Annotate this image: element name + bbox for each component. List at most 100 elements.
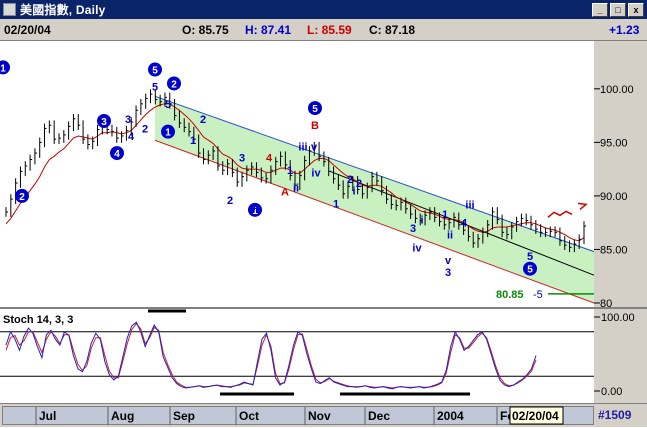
wave-circle-label: 4 [114,149,120,160]
month-label: Oct [239,409,259,423]
cursor-date-box [509,406,564,425]
open-value: O: 85.75 [182,23,229,37]
chart-area[interactable]: 80 85.00 90.00 95.00 100.00 80.85 -5 Stoch 14,… [0,41,647,403]
wave-circle-marker [248,202,262,217]
bar-count: #1509 [598,408,632,422]
month-label: Dec [368,409,390,423]
target-value: 80.85 [496,289,524,301]
wave-label: iii [298,142,307,154]
title-bar: 美國指數, Daily _ □ x [0,0,647,19]
wave-circle-marker [167,76,181,91]
time-axis: JulAugSepOctNovDec2004Feb02/20/04 [35,406,564,425]
wave-circle-marker [148,62,162,77]
wave-label: 1 [287,165,293,177]
wave-circle-label: 1 [252,206,258,217]
channel-mid-line [329,170,595,276]
time-axis-bar: JulAugSepOctNovDec2004Feb02/20/04 #1509 [0,403,647,427]
month-label: 2004 [437,409,464,423]
wave-label: ii [447,229,453,241]
wave-label: iii [465,199,474,211]
stoch-panel-bg [0,309,594,403]
wave-circle-label: 5 [312,104,318,115]
wave-circle-label: 5 [527,265,533,276]
wave-label: 2 [227,195,233,207]
wave-label: 4 [250,202,257,214]
wave-label: B [311,120,319,132]
price-tick-label: 85.00 [600,244,628,256]
wave-label: ii [293,182,299,194]
wave-label: 5 [527,251,533,263]
wave-label: 2 [356,178,362,190]
wave-label: 2 [347,174,353,186]
stoch-axis-panel [594,309,647,403]
app-icon[interactable] [3,3,16,16]
window-controls: _ □ x [592,2,644,17]
wave-circle-marker [0,60,10,75]
wave-circle-marker [15,188,29,203]
quote-info-bar: 02/20/04 O: 85.75 H: 87.41 L: 85.59 C: 8… [0,19,647,41]
wave-label: 4 [461,218,468,230]
wave-circle-marker [308,101,322,116]
stoch-d-line [5,322,537,389]
wave-label: 2 [200,114,206,126]
close-value: C: 87.18 [369,23,416,37]
wave-circle-label: 5 [152,66,158,77]
wave-label: 5 [152,82,158,94]
maximize-button[interactable]: □ [610,2,626,17]
quote-date: 02/20/04 [4,23,51,37]
wave-label: 3 [445,267,451,279]
minimize-button[interactable]: _ [592,2,608,17]
wave-circle-label: 1 [165,128,171,139]
price-tick-label: 90.00 [600,191,628,203]
month-label: Nov [308,409,331,423]
time-scrollbar[interactable] [2,406,594,425]
window-title: 美國指數, Daily [20,3,106,17]
wave-label: 3 [125,114,131,126]
stoch-tick-label: 0.00 [601,386,622,398]
price-tick-label: 95.00 [600,137,628,149]
wave-label: 2 [142,123,148,135]
wave-label: A [281,187,289,199]
month-label: Sep [173,409,195,423]
projection-arrowhead [577,202,588,210]
channel-lower-line [154,139,595,304]
price-tick-label: 80 [600,298,612,310]
wave-circle-marker [161,124,175,139]
wave-circle-label: 2 [171,79,177,90]
wave-label: 1 [333,198,339,210]
wave-label: i [352,186,355,198]
wave-label: iv [311,167,321,179]
wave-circle-label: 1 [0,63,6,74]
wave-circle-label: 2 [19,192,25,203]
wave-label: 5 [165,99,171,111]
high-value: H: 87.41 [245,23,292,37]
month-label: Aug [111,409,134,423]
wave-label: i [420,214,423,226]
cursor-date-label: 02/20/04 [512,409,559,423]
projection-arrow [547,210,573,218]
stoch-k-line [5,321,537,390]
wave-label: iv [412,242,422,254]
chart-canvas[interactable]: 80 85.00 90.00 95.00 100.00 80.85 -5 Stoch 14,… [0,41,647,403]
wave-label: 3 [239,152,245,164]
target-wave-label: -5 [533,289,543,301]
channel-upper-line [154,95,595,253]
wave-label: v [445,255,452,267]
close-button[interactable]: x [628,2,644,17]
wave-label: 3 [410,223,416,235]
trend-channel-fill [155,96,594,303]
price-axis-panel [594,41,647,308]
stoch-title: Stoch 14, 3, 3 [3,314,73,326]
low-value: L: 85.59 [307,23,352,37]
wave-circle-label: 3 [101,117,107,128]
price-tick-label: 100.00 [600,84,634,96]
month-label: Jul [39,409,56,423]
wave-label: 4 [266,152,273,164]
wave-circle-marker [110,146,124,161]
wave-label: 1 [442,209,448,221]
wave-label: v [311,142,318,154]
wave-circle-marker [97,113,111,128]
wave-circle-marker [523,261,537,276]
wave-label: 1 [190,135,196,147]
change-value: +1.23 [609,23,640,37]
